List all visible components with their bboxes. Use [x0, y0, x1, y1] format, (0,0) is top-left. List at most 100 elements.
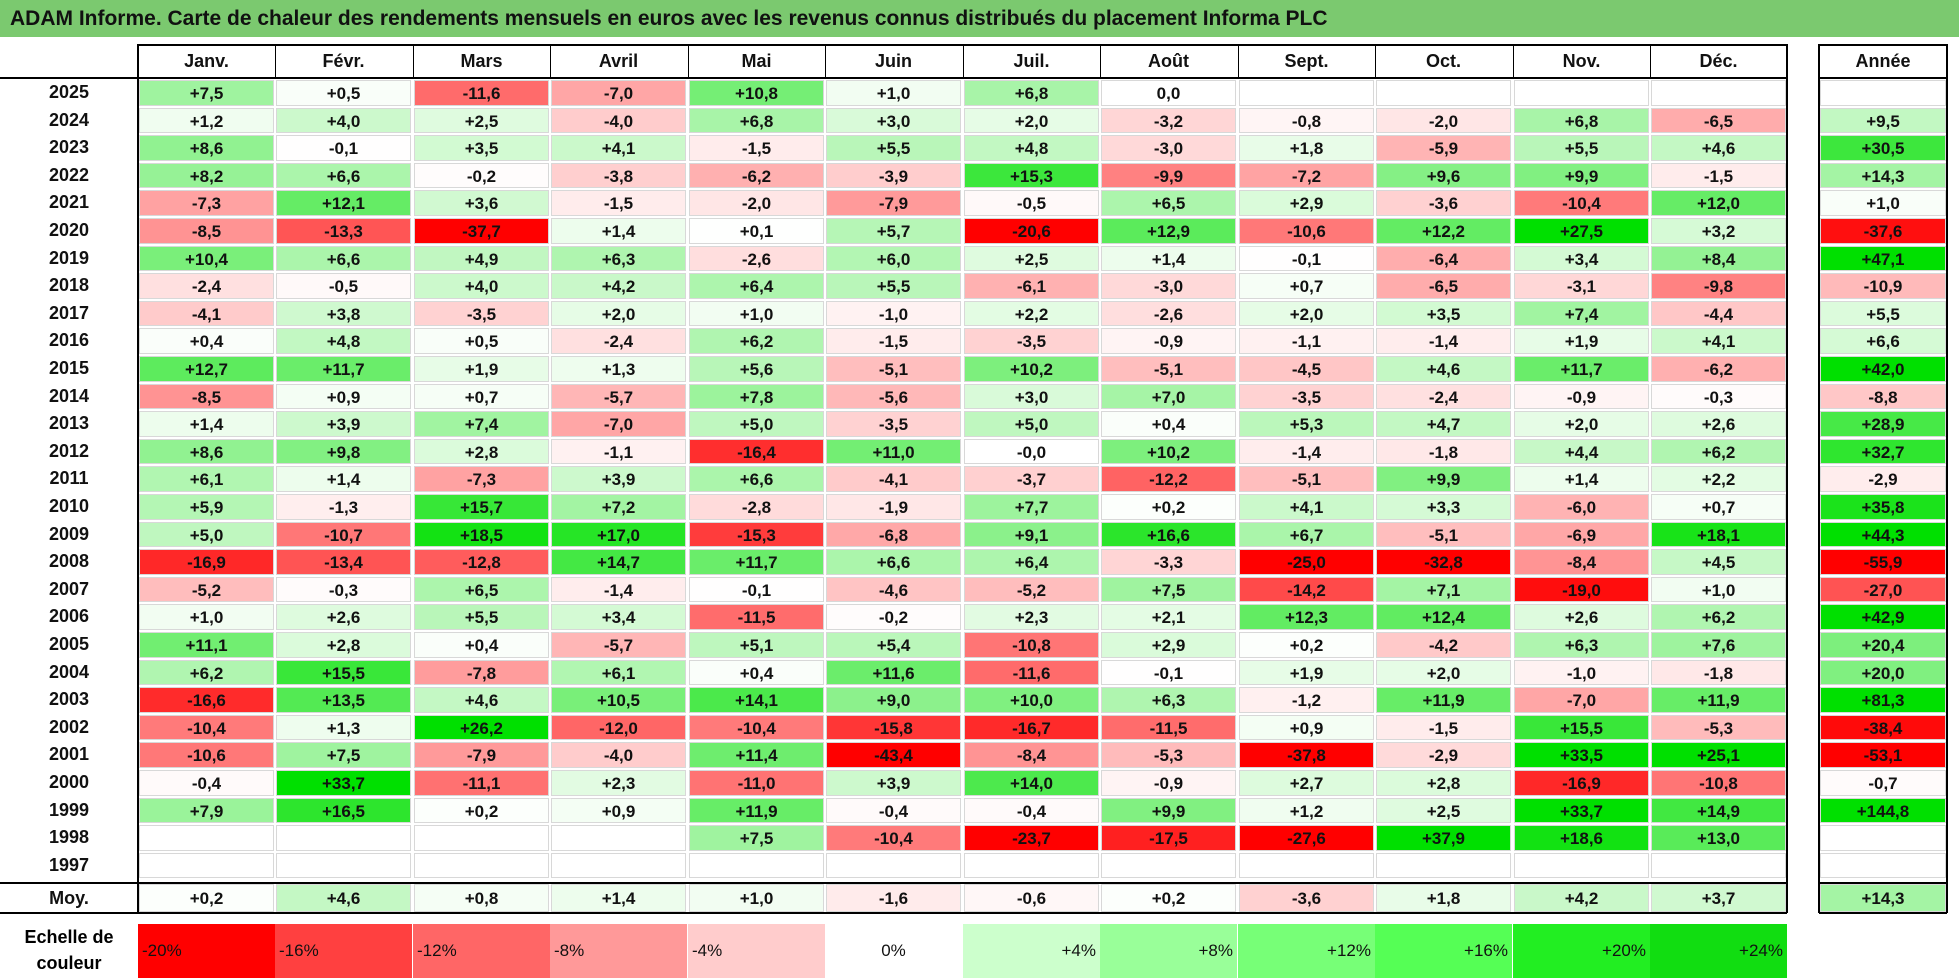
heatmap-cell: -0,0 [964, 438, 1099, 465]
heatmap-cell: +7,9 [139, 797, 274, 824]
heatmap-cell: +0,4 [689, 659, 824, 686]
heatmap-cell: -7,0 [551, 80, 686, 106]
heatmap-cell: +1,0 [1651, 576, 1786, 603]
heatmap-cell: +5,6 [689, 356, 824, 382]
year-label: 2017 [48, 302, 90, 323]
heatmap-cell: +33,7 [1514, 797, 1649, 824]
year-label: 2018 [48, 275, 90, 296]
heatmap-cell: -16,9 [1514, 770, 1649, 796]
heatmap-cell: +2,5 [964, 245, 1099, 272]
heatmap-cell: -2,0 [1376, 107, 1511, 134]
color-scale-step: +16% [1375, 924, 1512, 978]
heatmap-cell [1651, 852, 1786, 879]
heatmap-cell: -11,6 [964, 659, 1099, 686]
heatmap-cell: 0,0 [1101, 80, 1236, 106]
heatmap-cell: +6,6 [276, 162, 411, 189]
heatmap-cell: -5,1 [826, 356, 961, 382]
heatmap-cell: -11,6 [414, 80, 549, 106]
heatmap-cell: -1,4 [551, 576, 686, 603]
month-header: Févr. [275, 44, 412, 78]
year-label: 2008 [48, 551, 90, 572]
heatmap-cell: -9,8 [1651, 273, 1786, 299]
average-cell: -3,6 [1239, 884, 1374, 912]
heatmap-cell: -0,5 [276, 273, 411, 299]
heatmap-cell: -7,8 [414, 659, 549, 686]
year-label: 2009 [48, 523, 90, 544]
annual-cell: +20,4 [1820, 632, 1946, 658]
annual-header-underline [1819, 77, 1947, 79]
average-cell: -0,6 [964, 884, 1099, 912]
color-scale-step: -4% [688, 924, 825, 978]
year-label: 1997 [48, 854, 90, 875]
heatmap-cell: +1,9 [1239, 659, 1374, 686]
month-header: Juil. [963, 44, 1100, 78]
heatmap-cell: +1,9 [414, 356, 549, 382]
heatmap-cell: +0,1 [689, 218, 824, 244]
heatmap-cell: -7,0 [1514, 687, 1649, 713]
heatmap-cell: +0,5 [276, 80, 411, 106]
heatmap-cell: +6,2 [139, 659, 274, 686]
heatmap-cell: +6,8 [1514, 107, 1649, 134]
heatmap-cell: +10,2 [964, 356, 1099, 382]
heatmap-cell [826, 852, 961, 879]
month-header: Déc. [1650, 44, 1787, 78]
heatmap-cell: -8,4 [1514, 549, 1649, 575]
heatmap-cell: -6,5 [1376, 273, 1511, 299]
month-header: Juin [825, 44, 962, 78]
heatmap-cell: +9,9 [1101, 797, 1236, 824]
heatmap-cell: +14,7 [551, 549, 686, 575]
heatmap-cell: +3,0 [964, 383, 1099, 410]
heatmap-cell: +1,0 [689, 300, 824, 327]
heatmap-cell: -32,8 [1376, 549, 1511, 575]
heatmap-cell: +6,6 [276, 245, 411, 272]
year-label: 2006 [48, 606, 90, 627]
heatmap-cell: -4,0 [551, 107, 686, 134]
heatmap-cell: +2,0 [1239, 300, 1374, 327]
heatmap-cell: -1,8 [1651, 659, 1786, 686]
heatmap-cell: +2,2 [1651, 466, 1786, 492]
heatmap-cell: -0,4 [139, 770, 274, 796]
heatmap-cell: -3,2 [1101, 107, 1236, 134]
heatmap-cell: +7,1 [1376, 576, 1511, 603]
heatmap-cell: +11,7 [276, 356, 411, 382]
heatmap-cell: +12,3 [1239, 604, 1374, 630]
color-scale-step: +8% [1100, 924, 1237, 978]
heatmap-cell: -11,1 [414, 770, 549, 796]
heatmap-cell: +2,8 [1376, 770, 1511, 796]
year-label: 2005 [48, 634, 90, 654]
heatmap-cell: +6,6 [826, 549, 961, 575]
heatmap-cell: -8,5 [139, 218, 274, 244]
heatmap-cell: +4,0 [276, 107, 411, 134]
heatmap-cell: +12,0 [1651, 190, 1786, 216]
heatmap-cell: -16,6 [139, 687, 274, 713]
year-label: 2003 [48, 689, 90, 710]
heatmap-cell: -1,1 [551, 438, 686, 465]
heatmap-cell: +6,2 [689, 328, 824, 354]
heatmap-cell: +10,5 [551, 687, 686, 713]
heatmap-cell: -23,7 [964, 825, 1099, 851]
heatmap-cell: -17,5 [1101, 825, 1236, 851]
heatmap-cell: +2,9 [1101, 632, 1236, 658]
heatmap-cell: -3,5 [964, 328, 1099, 354]
color-scale-step: +20% [1513, 924, 1650, 978]
heatmap-cell: +33,7 [276, 770, 411, 796]
heatmap-cell: -6,1 [964, 273, 1099, 299]
heatmap-cell: -1,5 [1376, 714, 1511, 741]
heatmap-cell: +6,3 [1101, 687, 1236, 713]
color-scale-step: 0% [825, 924, 962, 978]
heatmap-cell: +3,9 [826, 770, 961, 796]
heatmap-cell [276, 825, 411, 851]
heatmap-cell: +6,0 [826, 245, 961, 272]
heatmap-cell: +2,6 [1651, 411, 1786, 437]
annual-bottom-border [1819, 912, 1947, 914]
heatmap-cell: +18,5 [414, 521, 549, 548]
heatmap-cell: +12,4 [1376, 604, 1511, 630]
heatmap-cell: -5,6 [826, 383, 961, 410]
heatmap-cell: +9,9 [1514, 162, 1649, 189]
annual-cell: -27,0 [1820, 576, 1946, 603]
heatmap-cell [689, 852, 824, 879]
heatmap-cell: +2,5 [414, 107, 549, 134]
heatmap-cell: +4,6 [414, 687, 549, 713]
heatmap-cell: +12,2 [1376, 218, 1511, 244]
annual-cell: -10,9 [1820, 273, 1946, 299]
